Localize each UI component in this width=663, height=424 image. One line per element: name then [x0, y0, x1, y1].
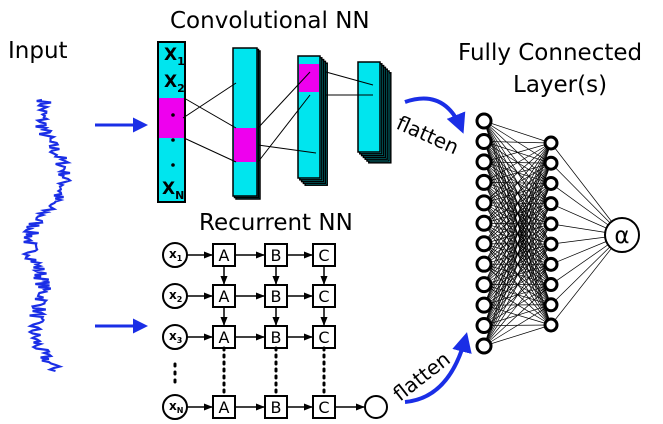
fc-nodes: [475, 112, 559, 355]
fc-layer2-node: [543, 297, 559, 313]
rnn-input-label: xN: [169, 399, 183, 415]
conv-dot: [171, 138, 175, 142]
fc-layer2-node: [543, 155, 559, 171]
rnn-cell-label: A: [219, 328, 230, 347]
conv-feature-maps-1: [232, 47, 261, 200]
conv-x1-label: X1: [164, 45, 185, 68]
rnn-cell-label: A: [219, 287, 230, 306]
rnn-cell-label: C: [318, 287, 329, 306]
fc-title-line1: Fully Connected: [458, 40, 643, 66]
fc-layer2-node: [543, 196, 559, 212]
fc-layer1-node: [475, 317, 493, 335]
fc-layer1-node: [475, 132, 493, 150]
conv-dot: [171, 163, 175, 167]
conv-feature-maps-2: [297, 55, 328, 186]
fc-title-line2: Layer(s): [513, 72, 608, 98]
rnn-grid: x1 A B Cx2 A B Cx3 A B CxN A B C: [162, 242, 388, 420]
conv-nn-title: Convolutional NN: [170, 8, 370, 34]
input-signal-trace: [20, 98, 73, 373]
fc-edges: [483, 120, 623, 347]
fc-layer2-node: [543, 317, 559, 333]
rnn-cell-label: B: [271, 287, 282, 306]
rnn-output-node: [364, 395, 388, 419]
feature-map-highlight: [234, 128, 256, 162]
fc-layer1-node: [475, 276, 493, 294]
fc-layer2-node: [543, 175, 559, 191]
conv-input-column: X1 X2 XN: [157, 41, 186, 203]
output-node: α: [604, 217, 640, 253]
fc-layer1-node: [475, 173, 493, 191]
rnn-cell-label: A: [219, 246, 230, 265]
fc-layer2-node: [543, 135, 559, 151]
fc-layer1-node: [475, 153, 493, 171]
rnn-input-label: x2: [169, 288, 182, 304]
conv-input-highlight: [159, 98, 184, 138]
conv-xn-label: XN: [162, 179, 184, 202]
conv-feature-maps-3: [357, 61, 392, 164]
rnn-cell-label: C: [318, 398, 329, 417]
input-label: Input: [8, 38, 68, 64]
flatten-arrow-bottom: [404, 332, 472, 404]
fc-layer2-node: [543, 277, 559, 293]
feature-map-highlight: [299, 64, 319, 92]
conv-x2-label: X2: [164, 72, 185, 95]
fc-layer1-node: [475, 337, 493, 355]
flatten-arrow-top: [404, 96, 466, 134]
rnn-cell-label: C: [318, 246, 329, 265]
rnn-input-label: x3: [169, 329, 182, 345]
rnn-cell-label: B: [271, 246, 282, 265]
fc-layer1-node: [475, 255, 493, 273]
rnn-cell-label: B: [271, 398, 282, 417]
rnn-input-label: x1: [169, 247, 183, 263]
output-label: α: [614, 223, 629, 249]
fc-layer1-node: [475, 296, 493, 314]
rnn-title: Recurrent NN: [199, 210, 353, 236]
fc-layer1-node: [475, 112, 493, 130]
conv-connection-lines: [182, 71, 374, 163]
fc-layer2-node: [543, 256, 559, 272]
flatten-label-top: flatten: [393, 111, 463, 160]
rnn-cell-label: C: [318, 328, 329, 347]
fc-layer1-node: [475, 235, 493, 253]
feature-map: [357, 61, 381, 153]
fc-layer1-node: [475, 194, 493, 212]
fc-layer2-node: [543, 216, 559, 232]
rnn-cell-label: A: [219, 398, 230, 417]
fc-layer2-node: [543, 236, 559, 252]
fc-layer1-node: [475, 214, 493, 232]
conv-dot: [171, 113, 175, 117]
feature-map: [232, 47, 258, 197]
rnn-cell-label: B: [271, 328, 282, 347]
